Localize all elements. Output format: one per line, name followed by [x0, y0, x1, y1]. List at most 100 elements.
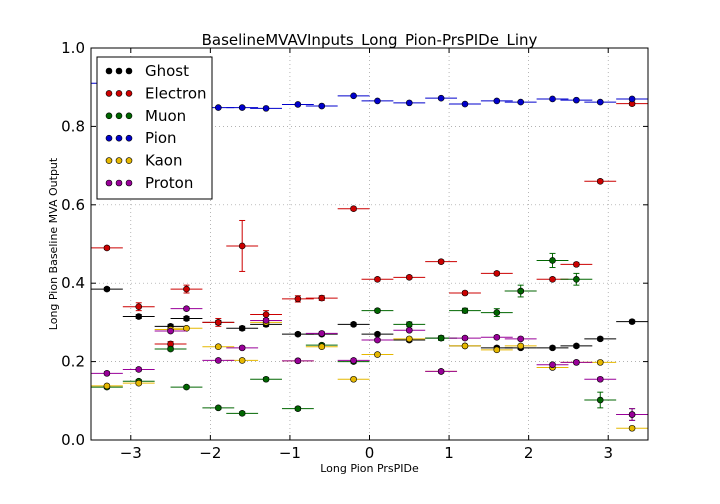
y-axis-label: Long Pion Baseline MVA Output [47, 157, 60, 330]
legend-item-pion: Pion [105, 129, 177, 147]
muon-point [461, 307, 469, 314]
legend-label: Ghost [145, 62, 189, 80]
muon-point [549, 257, 556, 264]
proton-point [493, 333, 501, 341]
ghost-point [135, 313, 143, 320]
electron-point [437, 258, 445, 265]
muon-point [596, 396, 604, 404]
proton-point [318, 330, 326, 337]
proton-point [238, 344, 246, 352]
electron-point [238, 242, 246, 250]
legend: Ghost Electron Muon Pion Kaon Proton [96, 56, 213, 200]
electron-point [405, 274, 413, 281]
proton-point [461, 334, 469, 342]
kaon-point [215, 343, 222, 351]
pion-point [294, 101, 302, 108]
pion-point [437, 94, 445, 102]
legend-marker [125, 134, 133, 142]
proton-point [135, 366, 143, 373]
y-tick-label: 0.4 [61, 274, 85, 292]
electron-point [573, 261, 580, 268]
ticks: −3 −2 −1 0 1 2 3 0.0 0.2 0.4 0.6 0.8 1.0 [61, 39, 648, 462]
kaon-point [135, 379, 143, 387]
pion-point [549, 95, 556, 103]
legend-marker [125, 112, 133, 120]
electron-point [135, 303, 143, 311]
proton-point [350, 357, 357, 364]
x-tick-label: 1 [444, 444, 454, 462]
legend-marker [115, 157, 123, 164]
legend-marker [115, 134, 123, 142]
y-tick-label: 0.0 [61, 431, 85, 449]
pion-point [215, 104, 222, 111]
kaon-point [461, 342, 469, 350]
legend-item-proton: Proton [105, 174, 193, 192]
ghost-point [573, 342, 580, 350]
legend-label: Electron [145, 84, 207, 102]
ghost-point [628, 318, 636, 325]
electron-point [374, 275, 381, 283]
proton-point [374, 336, 381, 344]
muon-point [238, 410, 246, 417]
legend-marker [125, 157, 133, 164]
proton-point [103, 370, 111, 377]
kaon-point [517, 342, 524, 350]
electron-point [461, 289, 469, 297]
x-tick-label: −2 [199, 444, 221, 462]
legend-marker [105, 134, 113, 142]
legend-label: Proton [145, 174, 193, 192]
proton-point [183, 305, 190, 312]
muon-point [573, 275, 580, 283]
muon-point [374, 307, 381, 314]
pion-point [318, 102, 326, 110]
ghost-point [238, 324, 246, 332]
legend-label: Kaon [145, 152, 182, 170]
muon-point [167, 345, 174, 353]
x-tick-label: 2 [524, 444, 534, 462]
pion-point [517, 98, 524, 106]
electron-point [183, 285, 190, 293]
muon-point [517, 287, 524, 295]
electron-point [596, 177, 604, 185]
y-tick-label: 0.8 [61, 117, 85, 135]
ghost-point [350, 321, 357, 328]
legend-marker [125, 179, 133, 187]
electron-point [294, 295, 302, 303]
electron-point [215, 319, 222, 326]
pion-point [493, 97, 501, 105]
kaon-point [596, 359, 604, 366]
x-tick-label: −3 [120, 444, 142, 462]
y-tick-label: 0.6 [61, 196, 85, 214]
proton-point [573, 359, 580, 366]
electron-point [493, 270, 501, 277]
legend-marker [105, 67, 113, 75]
kaon-point [183, 324, 190, 332]
muon-point [437, 334, 445, 342]
pion-point [596, 98, 604, 106]
proton-point [405, 326, 413, 334]
muon-point [493, 309, 501, 316]
electron-point [103, 244, 111, 252]
legend-marker [105, 90, 113, 97]
ghost-point [183, 315, 190, 322]
legend-marker [105, 179, 113, 187]
electron-point [318, 294, 326, 302]
legend-marker [125, 90, 133, 97]
ghost-point [549, 344, 556, 352]
legend-label: Pion [145, 129, 177, 147]
legend-item-kaon: Kaon [105, 152, 182, 170]
legend-marker [125, 67, 133, 75]
legend-item-ghost: Ghost [105, 62, 189, 80]
legend-marker [115, 90, 123, 97]
proton-point [549, 361, 556, 369]
legend-marker [105, 157, 113, 164]
pion-point [461, 100, 469, 108]
kaon-point [493, 346, 501, 354]
pion-point [262, 105, 270, 112]
y-tick-label: 0.2 [61, 353, 85, 371]
pion-point [374, 97, 381, 105]
x-axis-label: Long Pion PrsPIDe [320, 462, 419, 475]
ghost-point [103, 285, 111, 293]
proton-point [517, 335, 524, 343]
